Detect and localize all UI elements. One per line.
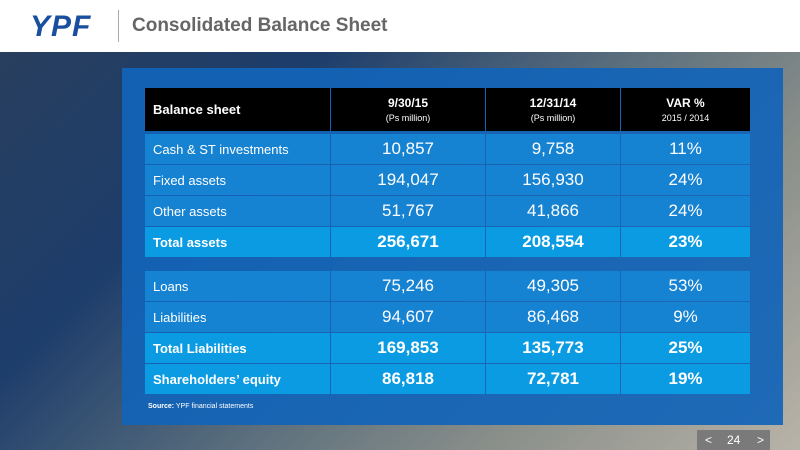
prev-button[interactable]: < (705, 433, 713, 447)
source-text: YPF financial statements (175, 403, 254, 410)
row-label: Total assets (145, 227, 330, 257)
row-label: Cash & ST investments (145, 134, 330, 164)
value-cell: 86,818 (331, 364, 485, 394)
value-cell: 24% (621, 165, 750, 195)
value-cell: 41,866 (486, 196, 620, 226)
next-button[interactable]: > (757, 433, 765, 447)
header-cell: VAR % 2015 / 2014 (621, 88, 750, 131)
value-cell: 86,468 (486, 302, 620, 332)
row-label: Fixed assets (145, 165, 330, 195)
header-sublabel: (Ps million) (530, 113, 576, 123)
value-cell: 135,773 (486, 333, 620, 363)
header-sublabel: (Ps million) (385, 113, 431, 123)
value-cell: 75,246 (331, 271, 485, 301)
header-cell: 12/31/14 (Ps million) (486, 88, 620, 131)
value-cell: 11% (621, 134, 750, 164)
value-cell: 9% (621, 302, 750, 332)
value-cell: 156,930 (486, 165, 620, 195)
value-cell: 194,047 (331, 165, 485, 195)
value-cell: 94,607 (331, 302, 485, 332)
row-label: Shareholders’ equity (145, 364, 330, 394)
header-sublabel: 2015 / 2014 (661, 113, 710, 123)
value-cell: 23% (621, 227, 750, 257)
row-label: Total Liabilities (145, 333, 330, 363)
header-label: VAR % (666, 96, 705, 110)
value-cell: 256,671 (331, 227, 485, 257)
value-cell: 51,767 (331, 196, 485, 226)
value-cell: 169,853 (331, 333, 485, 363)
header: YPF Consolidated Balance Sheet (0, 0, 800, 52)
value-cell: 72,781 (486, 364, 620, 394)
value-cell: 24% (621, 196, 750, 226)
page-number: 24 (727, 433, 741, 447)
value-cell: 9,758 (486, 134, 620, 164)
value-cell: 10,857 (331, 134, 485, 164)
header-label: 12/31/14 (529, 96, 577, 110)
value-cell: 208,554 (486, 227, 620, 257)
divider (118, 10, 119, 42)
value-cell: 19% (621, 364, 750, 394)
source-label: Source: (148, 403, 175, 410)
row-label: Other assets (145, 196, 330, 226)
header-cell: Balance sheet (145, 88, 330, 131)
source-note: Source: YPF financial statements (148, 403, 253, 410)
value-cell: 53% (621, 271, 750, 301)
page-nav: < 24 > (697, 430, 770, 450)
header-label: 9/30/15 (387, 96, 429, 110)
logo: YPF (30, 10, 92, 43)
value-cell: 49,305 (486, 271, 620, 301)
row-label: Loans (145, 271, 330, 301)
header-label: Balance sheet (153, 102, 241, 117)
header-cell: 9/30/15 (Ps million) (331, 88, 485, 131)
row-label: Liabilities (145, 302, 330, 332)
value-cell: 25% (621, 333, 750, 363)
slide-title: Consolidated Balance Sheet (132, 15, 388, 36)
